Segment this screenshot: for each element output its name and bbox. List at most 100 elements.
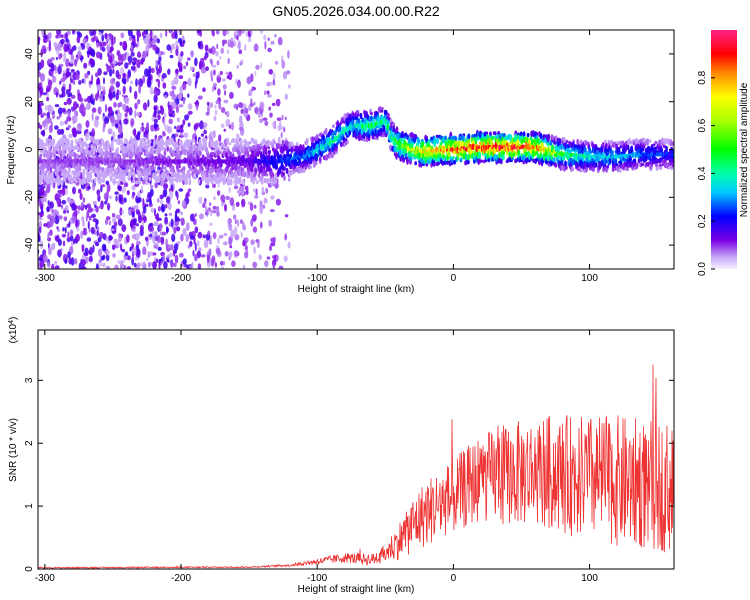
heatmap-cell [86, 95, 92, 104]
heatmap-cell [117, 61, 122, 66]
heatmap-cell [96, 142, 100, 146]
heatmap-cell [194, 213, 197, 217]
heatmap-cell [272, 72, 276, 81]
heatmap-cell [198, 159, 201, 164]
heatmap-cell [167, 126, 172, 134]
heatmap-cell [127, 55, 133, 63]
heatmap-cell [98, 32, 102, 36]
heatmap-cell [54, 265, 60, 269]
heatmap-cell [356, 113, 360, 117]
heatmap-cell [245, 190, 249, 195]
heatmap-cell [526, 132, 530, 138]
heatmap-cell [92, 200, 98, 206]
heatmap-cell [126, 74, 129, 83]
heatmap-cell [266, 256, 271, 260]
heatmap-cell [398, 149, 402, 157]
heatmap-cell [102, 41, 107, 47]
heatmap-cell [253, 246, 256, 254]
heatmap-cell [273, 148, 277, 152]
heatmap-cell [40, 258, 43, 262]
heatmap-cell [130, 118, 135, 127]
heatmap-cell [200, 133, 204, 137]
heatmap-cell [135, 78, 138, 87]
heatmap-cell [285, 167, 289, 175]
heatmap-cell [51, 208, 54, 213]
heatmap-cell [267, 139, 270, 145]
heatmap-cell [105, 63, 108, 67]
heatmap-cell [120, 32, 125, 39]
heatmap-cell [149, 86, 154, 95]
heatmap-cell [114, 139, 118, 142]
heatmap-cell [209, 139, 213, 146]
heatmap-cell [57, 65, 62, 75]
heatmap-cell [208, 48, 213, 54]
heatmap-cell [283, 175, 286, 181]
heatmap-cell [324, 127, 328, 135]
heatmap-cell [243, 159, 245, 164]
heatmap-cell [213, 196, 216, 201]
heatmap-cell [91, 112, 94, 121]
heatmap-cell [234, 219, 237, 225]
heatmap-cell [162, 130, 166, 137]
heatmap-cell [71, 30, 76, 34]
heatmap-cell [250, 159, 252, 164]
heatmap-cell [56, 49, 60, 56]
heatmap-cell [60, 204, 64, 208]
heatmap-cell [131, 194, 135, 199]
heatmap-cell [69, 59, 74, 64]
heatmap-cell [100, 155, 103, 161]
heatmap-cell [105, 155, 109, 160]
heatmap-cell [89, 171, 93, 178]
heatmap-cell [174, 125, 177, 130]
heatmap-cell [47, 164, 50, 172]
heatmap-cell [64, 164, 68, 168]
heatmap-cell [225, 118, 231, 127]
heatmap-cell [176, 146, 180, 151]
heatmap-cell [248, 89, 253, 97]
heatmap-cell [268, 81, 274, 86]
heatmap-cell [117, 260, 122, 264]
heatmap-cell [110, 167, 114, 173]
heatmap-cell [95, 221, 98, 230]
heatmap-cell [178, 169, 182, 173]
heatmap-cell [117, 180, 120, 185]
heatmap-cell [43, 35, 48, 40]
heatmap-cell [182, 258, 187, 265]
heatmap-cell [336, 135, 339, 140]
heatmap-cell [380, 106, 384, 111]
heatmap-cell [317, 139, 321, 143]
heatmap-cell [59, 52, 63, 59]
heatmap-cell [159, 194, 164, 200]
heatmap-cell [183, 65, 187, 70]
heatmap-cell [227, 218, 231, 228]
heatmap-cell [47, 85, 52, 89]
heatmap-cell [201, 178, 205, 182]
heatmap-cell [364, 123, 366, 128]
heatmap-cell [480, 159, 483, 163]
heatmap-cell [214, 109, 218, 116]
heatmap-cell [217, 237, 220, 245]
heatmap-cell [257, 150, 261, 155]
heatmap-cell [86, 50, 92, 55]
heatmap-cell [216, 43, 219, 50]
heatmap-cell [146, 122, 150, 131]
heatmap-cell [271, 175, 275, 182]
heatmap-cell [169, 54, 174, 59]
heatmap-cell [524, 159, 528, 163]
heatmap-cell [371, 135, 375, 140]
heatmap-cell [78, 159, 81, 164]
heatmap-cell [111, 146, 115, 152]
heatmap-cell [142, 177, 145, 181]
heatmap-cell [133, 57, 138, 62]
heatmap-cell [227, 57, 230, 65]
heatmap-cell [77, 219, 80, 227]
heatmap-cell [163, 118, 166, 127]
heatmap-cell [62, 107, 66, 113]
heatmap-cell [100, 153, 103, 157]
heatmap-cell [140, 169, 144, 174]
heatmap-cell [113, 102, 117, 108]
heatmap-cell [522, 145, 525, 150]
heatmap-cell [55, 35, 61, 39]
heatmap-cell [244, 44, 247, 51]
heatmap-cell [319, 151, 323, 157]
